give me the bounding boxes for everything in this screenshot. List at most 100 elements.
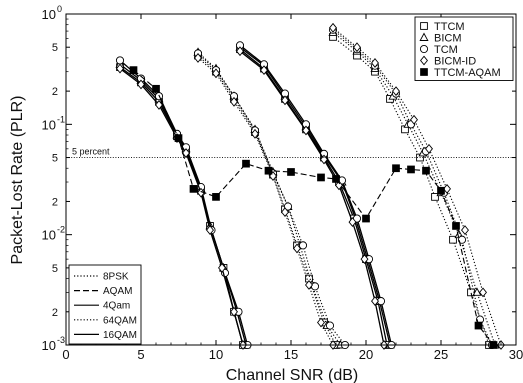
marker-legend-symbol-3 — [420, 55, 428, 66]
series-point-64qam-tcm-7 — [457, 235, 467, 244]
series-point-8psk-bicm-id-1 — [212, 68, 220, 79]
series-point-4qam-bicm-id-0 — [116, 63, 124, 74]
line-legend-label-1: AQAM — [103, 286, 132, 297]
series-point-64qam-ttcm-6 — [431, 193, 439, 201]
series-point-8psk-bicm-id-8 — [317, 317, 325, 328]
y-tick-label-0: 10 — [42, 7, 56, 22]
line-legend-label-2: 4Qam — [103, 301, 130, 312]
series-point-64qam-bicm-id-7 — [461, 225, 469, 236]
series-point-aqam-ttcm-aqam-15 — [452, 222, 460, 230]
series-point-8psk-bicm-id-5 — [281, 207, 289, 218]
y-tick-label-5: 2 — [52, 196, 58, 208]
series-point-aqam-ttcm-aqam-14 — [437, 186, 445, 195]
series-point-16qam-bicm-id-7 — [360, 254, 369, 265]
y-tick-label-4: 5 — [52, 153, 58, 165]
line-legend-label-4: 16QAM — [103, 330, 137, 341]
series-point-4qam-bicm-id-8 — [230, 306, 238, 317]
y-tick-label-9: 10 — [42, 338, 56, 353]
x-tick-label-25: 25 — [434, 347, 448, 362]
series-point-8psk-bicm-id-7 — [305, 280, 313, 290]
y-tick-label-8: 2 — [52, 307, 58, 319]
series-line-aqam-ttcm-aqam — [133, 69, 494, 346]
series-line-8psk-bicm-id — [197, 57, 334, 346]
curves-layer — [115, 22, 505, 350]
series-line-16qam-ttcm — [239, 48, 388, 346]
series-point-64qam-bicm-id-4 — [410, 114, 418, 125]
marker-legend-symbol-0 — [420, 22, 428, 30]
line-legend-label-3: 64QAM — [103, 315, 137, 326]
series-point-aqam-ttcm-aqam-12 — [407, 165, 415, 174]
series-point-16qam-bicm-id-0 — [236, 46, 244, 57]
series-point-64qam-bicm-id-8 — [479, 287, 487, 298]
marker-legend-label-2: TCM — [434, 44, 458, 56]
threshold-label: 5 percent — [72, 147, 110, 157]
series-point-16qam-bicm-id-2 — [281, 95, 289, 106]
series-point-aqam-ttcm-aqam-3 — [189, 185, 198, 193]
series-point-4qam-bicm-id-1 — [137, 79, 145, 90]
y-tick-exponent-0: 0 — [57, 4, 62, 14]
marker-legend-symbol-2 — [419, 44, 429, 54]
y-tick-label-3: 10 — [42, 117, 56, 132]
series-point-8psk-tcm-5 — [283, 202, 293, 211]
y-tick-label-7: 5 — [52, 263, 58, 275]
series-point-8psk-bicm-id-3 — [251, 128, 259, 139]
series-point-64qam-ttcm-7 — [449, 235, 457, 244]
x-tick-label-0: 0 — [62, 347, 69, 362]
marker-legend-label-0: TTCM — [434, 21, 465, 33]
series-line-4qam-bicm-id — [119, 68, 244, 346]
series-point-64qam-bicm-id-2 — [371, 58, 379, 68]
x-tick-label-10: 10 — [209, 347, 223, 362]
marker-legend-label-4: TTCM-AQAM — [434, 67, 501, 79]
y-tick-exponent-3: -1 — [57, 114, 65, 124]
y-tick-exponent-6: -2 — [57, 225, 65, 235]
y-tick-label-1: 5 — [52, 42, 58, 54]
series-point-8psk-bicm-id-2 — [230, 96, 238, 107]
x-tick-label-20: 20 — [359, 347, 373, 362]
series-point-aqam-ttcm-aqam-5 — [242, 159, 250, 168]
series-point-8psk-tcm-7 — [310, 282, 320, 291]
series-line-16qam-tcm — [239, 44, 393, 346]
series-point-aqam-ttcm-aqam-4 — [212, 193, 220, 201]
marker-legend-symbol-1 — [419, 32, 429, 41]
y-axis-label: Packet-Lost Rate (PLR) — [9, 96, 26, 265]
x-tick-label-5: 5 — [137, 347, 144, 362]
axis-labels-layer: Channel SNR (dB) Packet-Lost Rate (PLR) — [9, 96, 358, 383]
series-line-64qam-bicm — [332, 32, 496, 346]
x-axis-label: Channel SNR (dB) — [226, 367, 359, 383]
x-tick-label-15: 15 — [284, 347, 298, 362]
series-line-8psk-ttcm — [197, 55, 337, 346]
series-line-64qam-ttcm — [332, 36, 490, 346]
series-point-aqam-ttcm-aqam-13 — [422, 166, 430, 175]
line-legend-box — [68, 264, 142, 345]
series-point-64qam-bicm-id-1 — [353, 42, 361, 53]
series-point-64qam-bicm-8 — [472, 287, 482, 296]
marker-legend-box — [414, 16, 514, 81]
series-line-8psk-tcm — [197, 52, 346, 346]
series-point-aqam-ttcm-aqam-8 — [317, 173, 325, 182]
x-tick-label-30: 30 — [509, 347, 523, 362]
series-point-64qam-bicm-id-5 — [425, 143, 433, 154]
series-point-16qam-bicm-id-8 — [371, 296, 379, 307]
series-point-16qam-bicm-id-3 — [302, 125, 310, 136]
series-point-16qam-bicm-id-5 — [335, 180, 343, 191]
marker-legend-label-1: BICM — [434, 33, 462, 45]
series-point-aqam-ttcm-aqam-0 — [129, 66, 138, 74]
series-point-16qam-bicm-id-4 — [320, 154, 328, 165]
series-point-aqam-ttcm-aqam-11 — [392, 164, 400, 173]
marker-legend-symbol-4 — [420, 68, 428, 76]
series-point-4qam-bicm-id-6 — [206, 225, 214, 236]
series-point-aqam-ttcm-aqam-16 — [474, 321, 483, 330]
series-point-aqam-ttcm-aqam-7 — [287, 168, 295, 176]
series-point-aqam-ttcm-aqam-10 — [362, 214, 370, 223]
series-point-aqam-ttcm-aqam-1 — [152, 84, 160, 93]
series-point-4qam-bicm-id-2 — [155, 99, 163, 110]
series-line-64qam-tcm — [332, 29, 493, 346]
series-point-4qam-bicm-id-5 — [197, 187, 205, 198]
series-line-4qam-tcm — [119, 59, 249, 346]
series-point-8psk-tcm-6 — [298, 241, 308, 250]
y-tick-label-6: 10 — [42, 228, 56, 243]
series-point-16qam-bicm-id-6 — [348, 217, 357, 228]
line-legend-label-0: 8PSK — [103, 272, 129, 283]
